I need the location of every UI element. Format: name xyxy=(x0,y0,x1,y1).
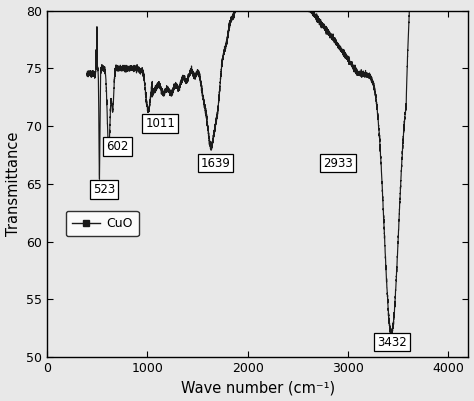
X-axis label: Wave number (cm⁻¹): Wave number (cm⁻¹) xyxy=(181,381,335,395)
Text: 523: 523 xyxy=(92,183,115,196)
Text: 1011: 1011 xyxy=(146,117,175,130)
Legend: CuO: CuO xyxy=(66,211,138,237)
Text: 2933: 2933 xyxy=(323,156,353,170)
Y-axis label: Transmittance: Transmittance xyxy=(6,132,20,236)
Text: 602: 602 xyxy=(106,140,128,153)
Text: 1639: 1639 xyxy=(201,156,230,170)
Text: 3432: 3432 xyxy=(377,336,407,348)
